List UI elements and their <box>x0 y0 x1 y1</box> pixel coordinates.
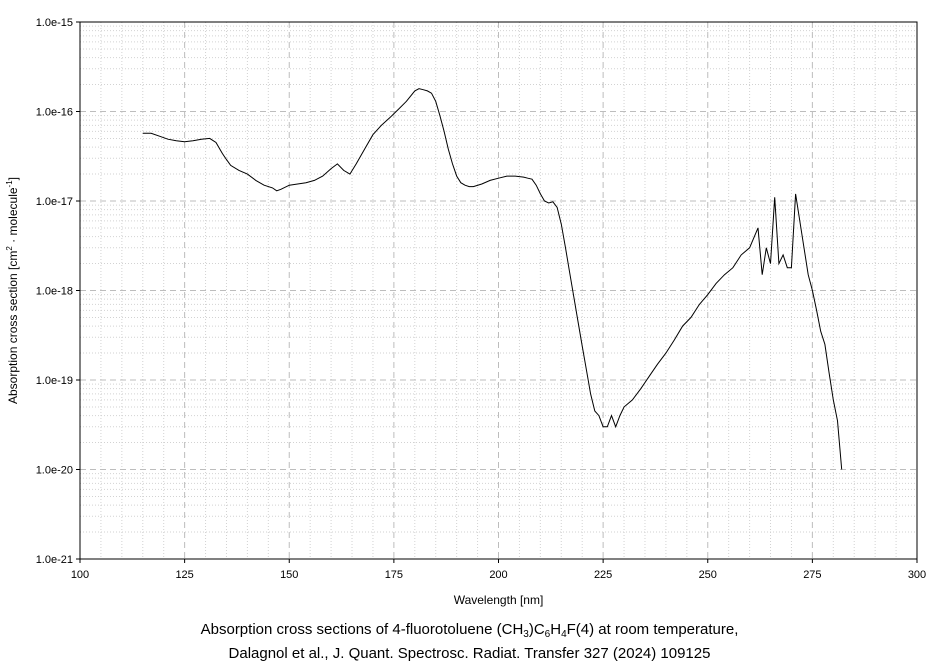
x-axis-label: Wavelength [nm] <box>454 593 544 607</box>
y-tick-label: 1.0e-19 <box>36 375 73 387</box>
x-tick-label: 200 <box>489 569 507 581</box>
caption-line-1: Absorption cross sections of 4-fluorotol… <box>200 621 739 640</box>
y-tick-label: 1.0e-20 <box>36 465 73 477</box>
y-axis: 1.0e-21 1.0e-20 1.0e-19 1.0e-18 1.0e-17 1.0e-… <box>36 17 80 566</box>
absorption-chart: 100 125 150 175 200 225 250 275 300 1.0e-211.0e-… <box>5 17 926 607</box>
x-tick-label: 175 <box>385 569 403 581</box>
y-tick-label: 1.0e-17 <box>36 196 73 208</box>
x-tick-label: 275 <box>803 569 821 581</box>
x-tick-label: 100 <box>71 569 89 581</box>
x-axis: 100 125 150 175 200 225 250 275 300 <box>71 559 926 581</box>
caption-line-2: Dalagnol et al., J. Quant. Spectrosc. Ra… <box>228 645 711 662</box>
y-tick-label: 1.0e-21 <box>36 554 73 566</box>
series-line <box>142 88 843 470</box>
x-tick-label: 125 <box>175 569 193 581</box>
y-tick-label: 1.0e-18 <box>36 286 73 298</box>
x-tick-label: 225 <box>594 569 612 581</box>
y-tick-label: 1.0e-16 <box>36 107 73 119</box>
x-tick-label: 300 <box>908 569 926 581</box>
x-tick-label: 150 <box>280 569 298 581</box>
x-tick-label: 250 <box>699 569 717 581</box>
y-tick-label: 1.0e-15 <box>36 17 73 29</box>
y-axis-label: Absorption cross section [cm2 · molecule… <box>5 177 20 404</box>
